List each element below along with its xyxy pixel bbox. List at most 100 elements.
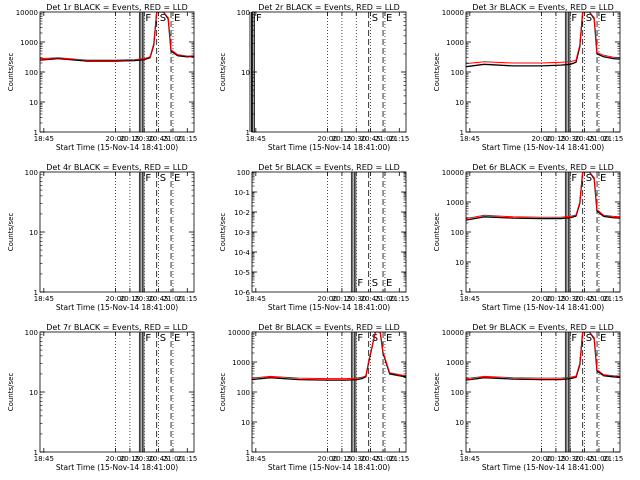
x-tick-label: 21:00 <box>163 455 183 463</box>
x-tick-label: 20:15 <box>546 295 566 303</box>
x-tick-label: 21:15 <box>177 135 197 143</box>
y-tick-label: 10 <box>455 259 464 267</box>
y-tick-label: 100 <box>451 69 464 77</box>
x-tick-label: 20:30 <box>560 455 580 463</box>
y-tick-label: 100 <box>451 389 464 397</box>
x-tick-label: 20:45 <box>575 135 595 143</box>
series-line-lld <box>252 332 406 380</box>
y-tick-label: 10 <box>29 389 38 397</box>
y-tick-label: 10 <box>455 419 464 427</box>
y-tick-label: 10-4 <box>234 249 250 257</box>
x-axis-label: Start Time (15-Nov-14 18:41:00) <box>56 143 178 152</box>
marker-label-e: E <box>174 173 180 184</box>
series-line-lld <box>466 332 620 380</box>
y-axis-label: Counts/sec <box>433 53 441 92</box>
marker-label-s: S <box>372 13 378 24</box>
x-tick-label: 20:15 <box>332 455 352 463</box>
x-tick-label: 20:45 <box>575 455 595 463</box>
y-tick-label: 1 <box>460 129 464 137</box>
x-tick-label: 20:30 <box>560 295 580 303</box>
marker-label-e: E <box>386 333 392 344</box>
y-tick-label: 10-6 <box>234 289 250 297</box>
marker-label-s: S <box>160 333 166 344</box>
marker-label-f: F <box>571 13 577 24</box>
x-tick-label: 20:00 <box>317 135 337 143</box>
y-tick-label: 10000 <box>442 329 464 337</box>
y-tick-label: 10-1 <box>234 189 250 197</box>
x-tick-label: 20:00 <box>105 135 125 143</box>
y-axis-label: Counts/sec <box>7 213 15 252</box>
x-tick-label: 20:45 <box>361 135 381 143</box>
marker-label-e: E <box>174 333 180 344</box>
panel-title: Det 1r BLACK = Events, RED = LLD <box>46 3 188 12</box>
marker-label-s: S <box>586 173 592 184</box>
series-line-lld <box>40 12 194 61</box>
x-tick-label: 21:00 <box>163 295 183 303</box>
x-tick-label: 21:15 <box>603 295 623 303</box>
marker-label-f: F <box>571 173 577 184</box>
x-tick-label: 18:45 <box>460 295 480 303</box>
x-tick-label: 20:00 <box>105 455 125 463</box>
x-tick-label: 20:45 <box>149 135 169 143</box>
panel-title: Det 7r BLACK = Events, RED = LLD <box>46 323 188 332</box>
panel-title: Det 5r BLACK = Events, RED = LLD <box>258 163 400 172</box>
x-tick-label: 21:15 <box>177 295 197 303</box>
x-tick-label: 18:45 <box>246 455 266 463</box>
y-tick-label: 100 <box>237 169 250 177</box>
y-tick-label: 10 <box>455 99 464 107</box>
x-tick-label: 20:45 <box>149 455 169 463</box>
marker-label-e: E <box>386 278 392 289</box>
marker-label-e: E <box>600 13 606 24</box>
y-tick-label: 10-3 <box>234 229 250 237</box>
x-tick-label: 18:45 <box>34 455 54 463</box>
x-tick-label: 18:45 <box>460 455 480 463</box>
x-tick-label: 20:00 <box>531 455 551 463</box>
marker-label-f: F <box>145 13 151 24</box>
x-tick-label: 18:45 <box>246 135 266 143</box>
x-axis-label: Start Time (15-Nov-14 18:41:00) <box>56 303 178 312</box>
marker-label-f: F <box>357 278 363 289</box>
y-axis-label: Counts/sec <box>433 373 441 412</box>
x-tick-label: 20:00 <box>317 295 337 303</box>
y-tick-label: 10 <box>241 69 250 77</box>
panel-title: Det 8r BLACK = Events, RED = LLD <box>258 323 400 332</box>
x-tick-label: 21:15 <box>389 455 409 463</box>
y-tick-label: 1000 <box>20 39 38 47</box>
y-tick-label: 10000 <box>442 9 464 17</box>
y-tick-label: 1 <box>246 129 250 137</box>
y-tick-label: 10000 <box>442 169 464 177</box>
x-tick-label: 20:00 <box>531 135 551 143</box>
x-axis-label: Start Time (15-Nov-14 18:41:00) <box>482 303 604 312</box>
y-tick-label: 1 <box>34 289 38 297</box>
x-axis-label: Start Time (15-Nov-14 18:41:00) <box>56 463 178 472</box>
x-tick-label: 21:00 <box>375 135 395 143</box>
y-tick-label: 10 <box>29 229 38 237</box>
x-tick-label: 21:15 <box>389 295 409 303</box>
y-axis-label: Counts/sec <box>219 53 227 92</box>
x-tick-label: 20:15 <box>120 295 140 303</box>
panel-title: Det 2r BLACK = Events, RED = LLD <box>258 3 400 12</box>
x-tick-label: 20:30 <box>346 295 366 303</box>
x-tick-label: 20:15 <box>332 295 352 303</box>
x-tick-label: 20:45 <box>575 295 595 303</box>
y-axis-label: Counts/sec <box>7 373 15 412</box>
series-line-lld <box>466 12 620 65</box>
y-tick-label: 10 <box>241 419 250 427</box>
x-tick-label: 20:45 <box>361 455 381 463</box>
x-tick-label: 20:15 <box>546 135 566 143</box>
x-tick-label: 20:30 <box>346 135 366 143</box>
y-tick-label: 100 <box>451 229 464 237</box>
y-axis-label: Counts/sec <box>219 373 227 412</box>
y-tick-label: 1000 <box>446 359 464 367</box>
y-tick-label: 100 <box>25 69 38 77</box>
marker-label-s: S <box>586 333 592 344</box>
y-axis-label: Counts/sec <box>219 213 227 252</box>
x-tick-label: 18:45 <box>34 135 54 143</box>
y-tick-label: 1 <box>460 289 464 297</box>
x-tick-label: 21:15 <box>389 135 409 143</box>
